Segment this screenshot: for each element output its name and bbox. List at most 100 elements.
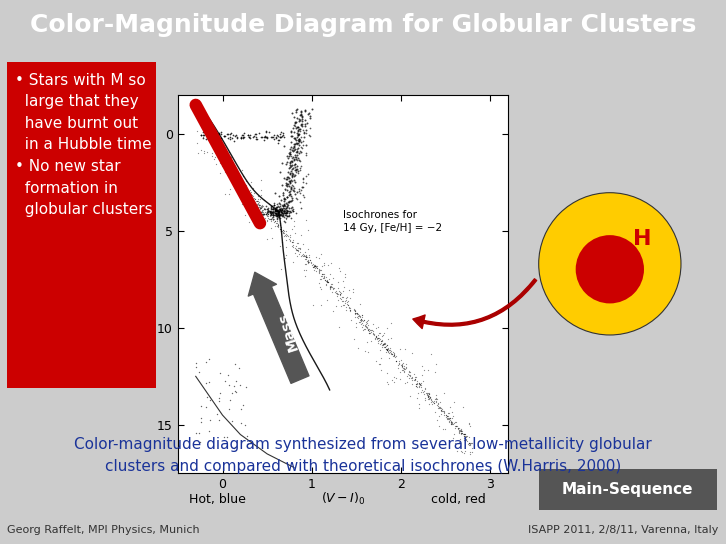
Point <box>274 213 286 222</box>
Point <box>314 275 326 283</box>
Point <box>377 331 388 339</box>
Point <box>301 252 312 261</box>
Point <box>232 134 243 143</box>
Point <box>278 217 290 225</box>
Point <box>274 242 285 250</box>
Point <box>303 131 314 139</box>
Point <box>391 374 402 382</box>
Point <box>293 125 304 133</box>
Point <box>276 211 287 220</box>
Point <box>277 131 289 139</box>
Point <box>267 205 279 213</box>
Point <box>275 226 287 235</box>
Point <box>274 220 286 229</box>
Point <box>266 208 277 217</box>
Point <box>344 305 356 314</box>
Point <box>287 257 299 266</box>
Point <box>402 369 414 378</box>
Point <box>280 199 292 207</box>
Point <box>388 351 400 360</box>
Point <box>278 207 290 216</box>
Point <box>243 190 255 199</box>
Point <box>452 425 463 434</box>
Point <box>274 205 286 213</box>
Point <box>267 207 279 216</box>
Point <box>348 335 359 344</box>
Point <box>243 187 255 196</box>
Point <box>322 276 333 285</box>
Point <box>260 133 272 141</box>
Point <box>415 379 427 387</box>
Point <box>203 132 215 140</box>
Point <box>410 382 422 391</box>
Point <box>427 397 439 406</box>
Point <box>259 133 271 141</box>
Point <box>272 132 284 141</box>
Point <box>408 370 420 379</box>
Point <box>272 131 283 139</box>
Point <box>417 387 428 396</box>
Point <box>297 178 309 187</box>
Point <box>404 392 415 400</box>
Point <box>323 274 335 283</box>
Point <box>219 132 230 140</box>
Point <box>279 206 290 215</box>
Point <box>340 295 351 304</box>
Point <box>280 231 291 239</box>
Point <box>283 164 295 172</box>
Point <box>262 207 274 215</box>
Point <box>197 128 208 137</box>
Point <box>430 394 441 403</box>
Point <box>442 411 454 420</box>
Point <box>257 205 269 214</box>
Point <box>390 353 401 361</box>
Point <box>276 205 287 214</box>
Point <box>277 206 288 215</box>
Point <box>341 298 353 307</box>
Point <box>420 388 431 397</box>
Point <box>245 133 256 142</box>
Point <box>244 186 256 194</box>
Point <box>439 389 450 398</box>
Point <box>263 127 274 136</box>
Point <box>446 418 458 426</box>
Point <box>370 332 382 341</box>
Point <box>332 292 343 301</box>
Point <box>410 373 422 381</box>
Point <box>408 376 420 385</box>
Point <box>321 276 333 285</box>
Point <box>460 432 471 441</box>
Point <box>327 283 338 292</box>
Point <box>301 171 312 180</box>
Point <box>356 323 368 332</box>
Point <box>403 367 415 376</box>
Point <box>413 404 425 412</box>
Point <box>356 319 368 327</box>
Point <box>192 126 203 135</box>
Point <box>238 133 250 141</box>
Point <box>240 188 252 197</box>
Point <box>447 434 459 442</box>
Point <box>311 262 322 270</box>
Point <box>258 136 270 145</box>
Point <box>278 206 290 215</box>
Point <box>295 110 306 119</box>
Point <box>290 249 301 258</box>
Point <box>291 252 303 261</box>
Point <box>213 150 225 158</box>
Point <box>295 186 306 194</box>
Point <box>372 333 384 342</box>
Point <box>272 221 284 230</box>
Point <box>467 448 478 456</box>
Point <box>360 320 372 329</box>
Point <box>431 416 443 425</box>
Point <box>422 388 433 397</box>
Point <box>363 326 375 335</box>
Point <box>434 403 446 411</box>
Point <box>290 153 302 162</box>
Point <box>385 333 396 342</box>
Point <box>464 448 476 457</box>
Point <box>261 205 273 214</box>
Point <box>260 128 272 137</box>
Point <box>272 202 283 211</box>
